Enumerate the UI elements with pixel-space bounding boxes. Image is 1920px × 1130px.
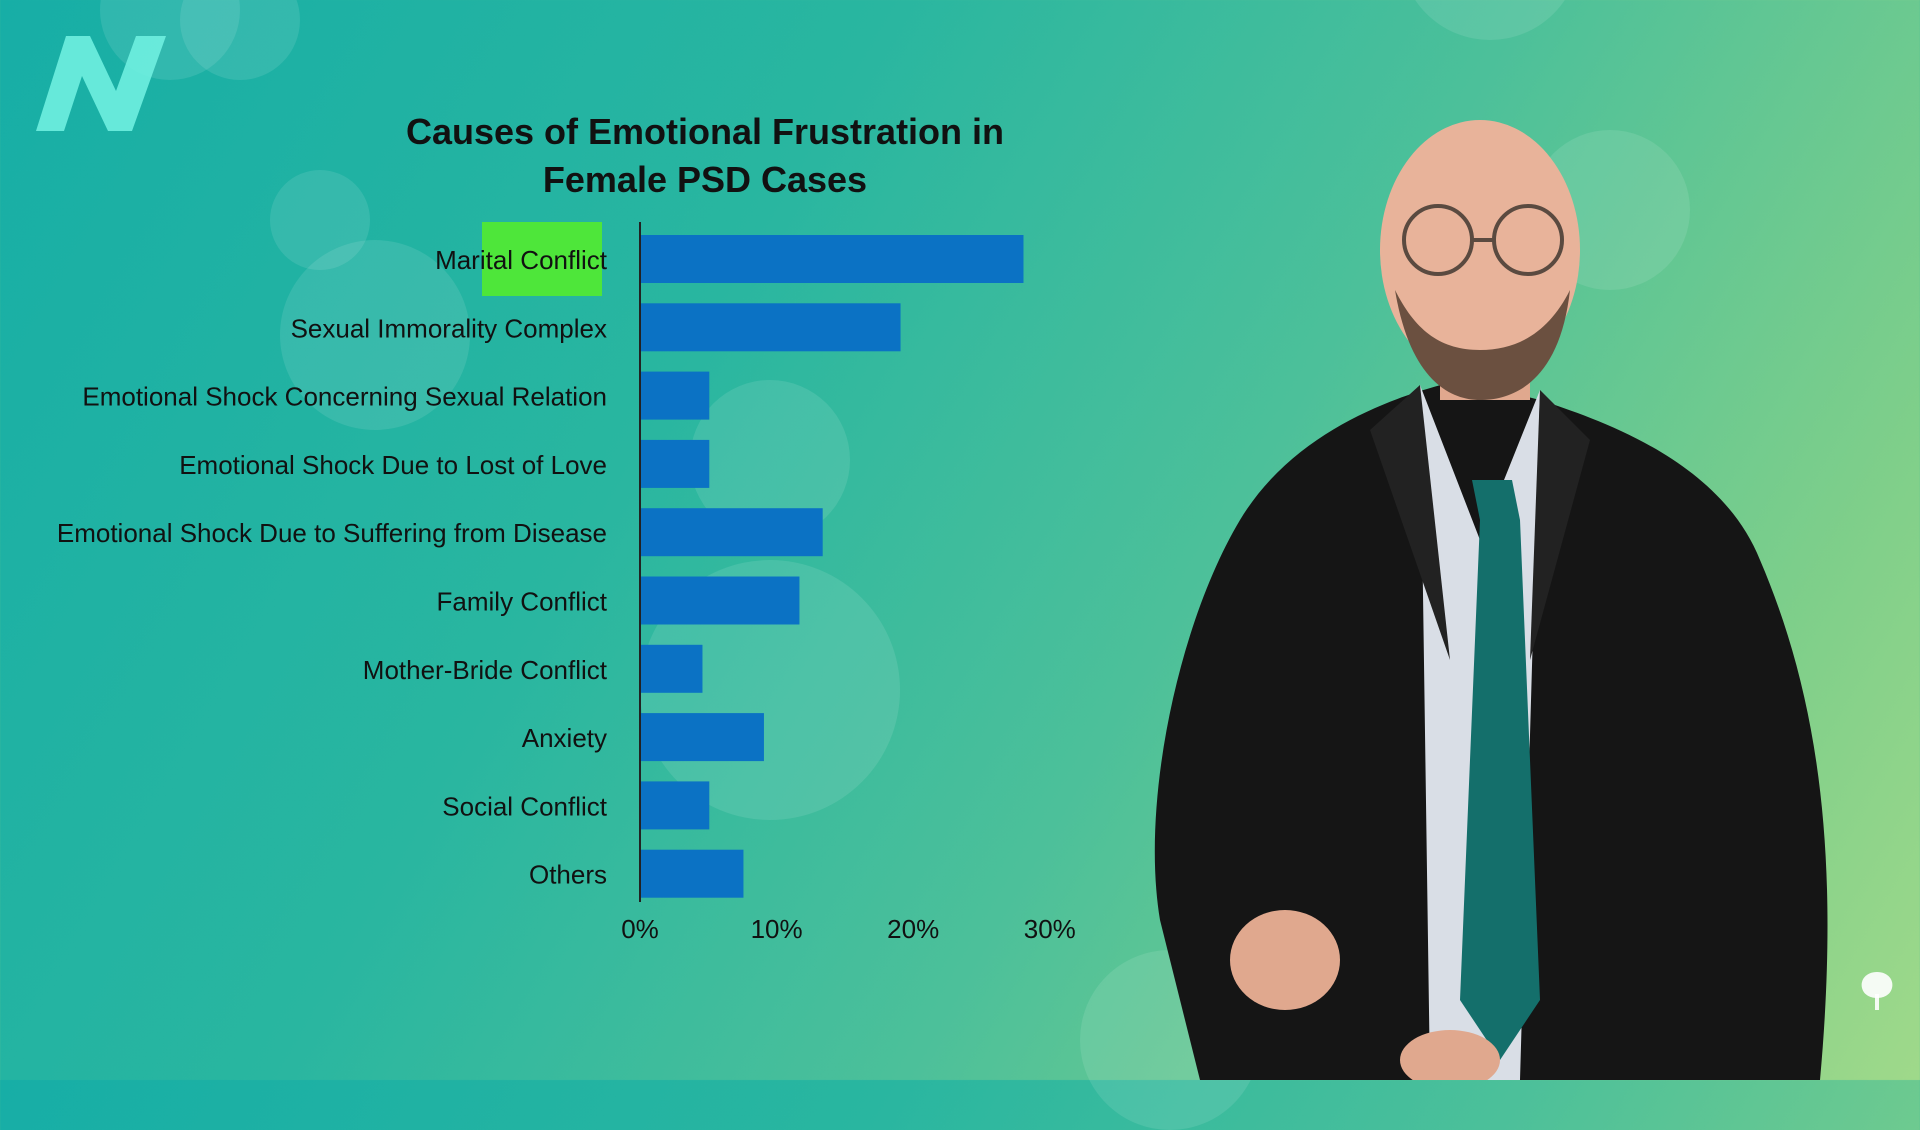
bokeh-circle: [270, 170, 370, 270]
category-label: Emotional Shock Concerning Sexual Relati…: [82, 382, 607, 412]
chart-title: Causes of Emotional Frustration in Femal…: [405, 111, 1005, 200]
bar: [641, 508, 823, 557]
leaf-icon: [1861, 972, 1893, 1010]
bokeh-circle: [280, 240, 470, 430]
category-label: Marital Conflict: [435, 245, 608, 275]
bar: [641, 576, 800, 625]
presenter-figure: [1154, 120, 1828, 1080]
category-label: Sexual Immorality Complex: [291, 313, 607, 343]
x-tick-label: 10%: [751, 914, 803, 944]
bokeh-circle: [1400, 0, 1580, 40]
bar: [641, 713, 764, 762]
category-label: Mother-Bride Conflict: [363, 655, 608, 685]
category-label: Emotional Shock Due to Suffering from Di…: [57, 518, 607, 548]
label-highlight: [482, 222, 602, 296]
category-label: Emotional Shock Due to Lost of Love: [179, 450, 607, 480]
bar: [641, 781, 710, 830]
bar: [641, 371, 710, 420]
bar: [641, 849, 744, 898]
category-label: Anxiety: [522, 723, 607, 753]
x-tick-label: 0%: [621, 914, 659, 944]
bar: [641, 303, 901, 352]
bar: [641, 235, 1024, 283]
bar: [641, 439, 710, 488]
x-tick-label: 20%: [887, 914, 939, 944]
bar-chart: Marital Conflict Sexual Immorality Comple…: [57, 222, 1076, 944]
x-tick-label: 30%: [1024, 914, 1076, 944]
category-label: Social Conflict: [442, 791, 608, 821]
nutritionfacts-logo-icon: [36, 36, 166, 131]
category-label: Family Conflict: [437, 587, 608, 617]
category-label: Others: [529, 860, 607, 890]
bar: [641, 644, 703, 693]
